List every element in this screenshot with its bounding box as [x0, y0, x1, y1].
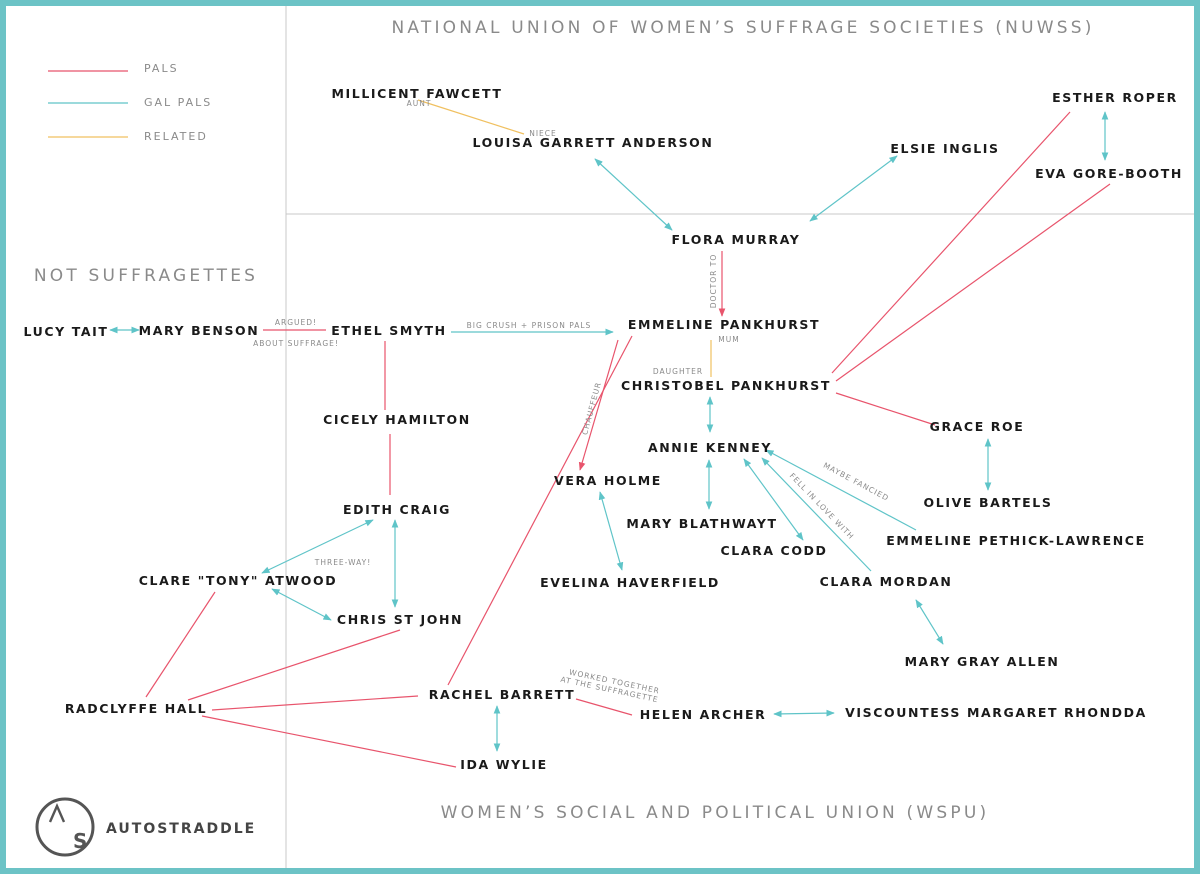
annotation-chauffeur: CHAUFFEUR	[580, 381, 603, 436]
person-viscountess-margaret-rhondda: VISCOUNTESS MARGARET RHONDDA	[845, 705, 1147, 720]
person-clara-codd: CLARA CODD	[720, 543, 827, 558]
link-holme-haverfield	[600, 492, 622, 570]
annotation-argued: ARGUED!	[275, 318, 317, 327]
person-annie-kenney: ANNIE KENNEY	[648, 440, 772, 455]
annotation-three-way: THREE-WAY!	[314, 558, 371, 567]
annotation-mum: MUM	[718, 335, 739, 344]
person-clara-mordan: CLARA MORDAN	[820, 574, 953, 589]
person-flora-murray: FLORA MURRAY	[672, 232, 801, 247]
link-stjohn-hall	[188, 630, 400, 700]
person-grace-roe: GRACE ROE	[930, 419, 1025, 434]
link-barrett-archer	[576, 699, 632, 715]
link-inglis-murray	[810, 156, 897, 221]
annotation-fell-in-love-with: FELL IN LOVE WITH	[788, 471, 856, 541]
region-heading-nuwss: NATIONAL UNION OF WOMEN’S SUFFRAGE SOCIE…	[391, 18, 1094, 38]
person-emmeline-pethick-lawrence: EMMELINE PETHICK-LAWRENCE	[886, 533, 1145, 548]
annotation-big-crush: BIG CRUSH + PRISON PALS	[467, 321, 592, 330]
person-evelina-haverfield: EVELINA HAVERFIELD	[540, 575, 720, 590]
person-emmeline-pankhurst: EMMELINE PANKHURST	[628, 317, 820, 332]
person-radclyffe-hall: RADCLYFFE HALL	[65, 701, 207, 716]
person-millicent-fawcett: MILLICENT FAWCETT	[332, 86, 503, 101]
person-louisa-garrett-anderson: LOUISA GARRETT ANDERSON	[473, 135, 714, 150]
person-ethel-smyth: ETHEL SMYTH	[331, 323, 446, 338]
person-esther-roper: ESTHER ROPER	[1052, 90, 1178, 105]
link-hall-wylie	[202, 716, 456, 767]
link-emmeline-holme	[580, 340, 618, 470]
region-heading-not-suffragettes: NOT SUFFRAGETTES	[34, 266, 258, 286]
annotation-about-suffrage: ABOUT SUFFRAGE!	[253, 339, 339, 348]
link-archer-rhondda	[774, 713, 834, 714]
autostraddle-logo: S AUTOSTRADDLE	[37, 799, 256, 855]
person-olive-bartels: OLIVE BARTELS	[924, 495, 1053, 510]
brand-name: AUTOSTRADDLE	[106, 821, 256, 837]
person-mary-benson: MARY BENSON	[139, 323, 260, 338]
person-lucy-tait: LUCY TAIT	[23, 324, 108, 339]
annotation-daughter: DAUGHTER	[653, 367, 703, 376]
legend-label-gal-pals: GAL PALS	[144, 96, 212, 109]
link-atwood-stjohn	[272, 589, 331, 620]
person-helen-archer: HELEN ARCHER	[640, 707, 767, 722]
people: MILLICENT FAWCETT LOUISA GARRETT ANDERSO…	[23, 86, 1182, 772]
person-mary-gray-allen: MARY GRAY ALLEN	[905, 654, 1060, 669]
annotation-maybe-fancied: MAYBE FANCIED	[822, 461, 891, 503]
link-christabel-roe	[836, 393, 935, 425]
link-anderson-murray	[595, 159, 672, 230]
diagram-frame: PALS GAL PALS RELATED NATIONAL UNION OF …	[6, 6, 1194, 868]
region-heading-wspu: WOMEN’S SOCIAL AND POLITICAL UNION (WSPU…	[441, 803, 990, 823]
person-mary-blathwayt: MARY BLATHWAYT	[626, 516, 777, 531]
person-christobel-pankhurst: CHRISTOBEL PANKHURST	[621, 378, 831, 393]
link-fawcett-anderson	[418, 100, 524, 134]
person-eva-gore-booth: EVA GORE-BOOTH	[1035, 166, 1183, 181]
person-elsie-inglis: ELSIE INGLIS	[890, 141, 999, 156]
relationship-diagram: PALS GAL PALS RELATED NATIONAL UNION OF …	[6, 6, 1194, 868]
link-kenney-pethick	[766, 450, 916, 530]
person-vera-holme: VERA HOLME	[554, 473, 662, 488]
legend-label-related: RELATED	[144, 130, 208, 143]
legend: PALS GAL PALS RELATED	[48, 62, 212, 143]
person-edith-craig: EDITH CRAIG	[343, 502, 451, 517]
legend-label-pals: PALS	[144, 62, 179, 75]
logo-a-icon	[50, 806, 64, 822]
person-cicely-hamilton: CICELY HAMILTON	[323, 412, 471, 427]
link-hall-barrett	[212, 696, 418, 710]
logo-letters: S	[73, 829, 87, 853]
link-mordan-allen	[916, 600, 943, 644]
person-chris-st-john: CHRIS ST JOHN	[337, 612, 463, 627]
person-ida-wylie: IDA WYLIE	[460, 757, 547, 772]
annotation-doctor-to: DOCTOR TO	[709, 254, 718, 308]
person-clare-tony-atwood: CLARE "TONY" ATWOOD	[139, 573, 337, 588]
link-atwood-hall	[146, 592, 215, 697]
person-rachel-barrett: RACHEL BARRETT	[429, 687, 576, 702]
link-emmeline-barrett	[448, 336, 632, 685]
